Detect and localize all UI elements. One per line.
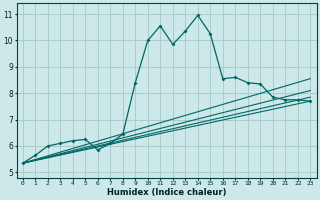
X-axis label: Humidex (Indice chaleur): Humidex (Indice chaleur) (107, 188, 226, 197)
